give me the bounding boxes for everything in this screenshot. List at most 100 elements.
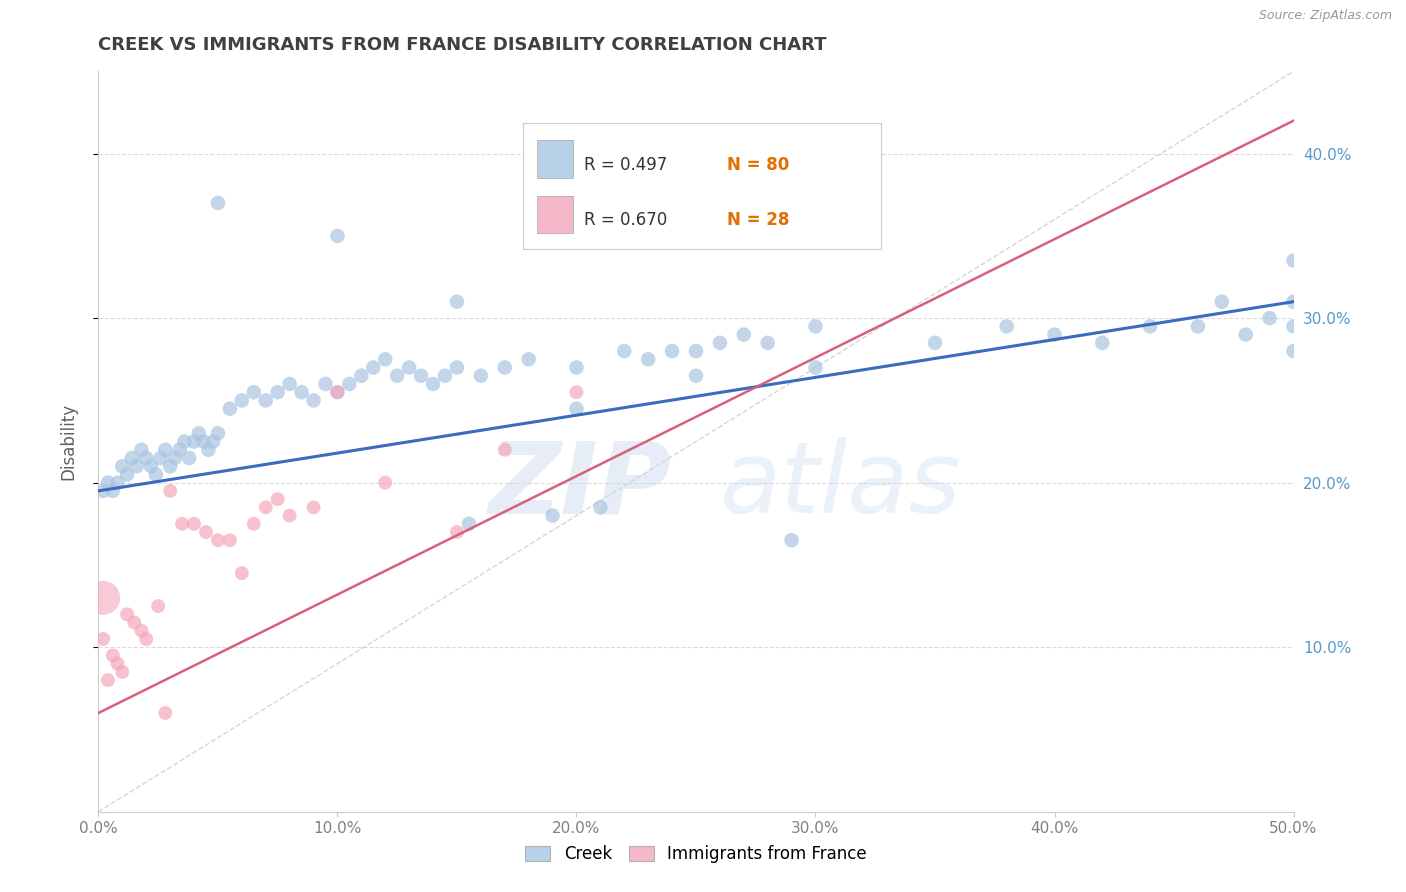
- Point: [131, 442, 153, 457]
- Point: [254, 500, 277, 515]
- Point: [169, 442, 191, 457]
- Text: ZIP: ZIP: [489, 437, 672, 534]
- Point: [107, 475, 129, 490]
- Point: [565, 360, 588, 375]
- Point: [613, 344, 636, 359]
- Point: [804, 319, 827, 334]
- Point: [517, 352, 540, 367]
- Point: [97, 673, 120, 687]
- Point: [494, 360, 516, 375]
- Point: [115, 467, 138, 482]
- Point: [398, 360, 420, 375]
- Point: [183, 434, 205, 449]
- Point: [243, 516, 266, 531]
- Point: [187, 426, 209, 441]
- Point: [179, 450, 201, 465]
- Point: [385, 368, 409, 383]
- Point: [267, 492, 290, 507]
- Point: [446, 294, 468, 309]
- Point: [149, 450, 172, 465]
- Point: [125, 459, 148, 474]
- Point: [207, 196, 229, 211]
- Point: [183, 516, 205, 531]
- Point: [115, 607, 138, 622]
- Legend: Creek, Immigrants from France: Creek, Immigrants from France: [519, 838, 873, 870]
- Point: [148, 599, 170, 613]
- Point: [709, 335, 731, 350]
- Point: [121, 450, 143, 465]
- Point: [411, 368, 433, 383]
- Point: [1234, 327, 1257, 342]
- Point: [363, 360, 385, 375]
- Point: [458, 516, 481, 531]
- Point: [172, 516, 194, 531]
- Point: [685, 344, 707, 359]
- Point: [494, 442, 516, 457]
- Point: [219, 401, 242, 416]
- Point: [733, 327, 755, 342]
- Point: [173, 434, 195, 449]
- Point: [804, 360, 827, 375]
- Point: [243, 385, 266, 400]
- Point: [326, 385, 349, 400]
- Point: [139, 459, 162, 474]
- Point: [326, 228, 349, 243]
- Point: [207, 533, 229, 548]
- Point: [685, 368, 707, 383]
- Point: [1187, 319, 1209, 334]
- Point: [422, 376, 444, 391]
- Point: [207, 426, 229, 441]
- Point: [135, 632, 157, 646]
- Point: [101, 483, 124, 498]
- Point: [1139, 319, 1161, 334]
- Point: [589, 500, 612, 515]
- Point: [111, 459, 134, 474]
- Point: [446, 524, 468, 539]
- Point: [434, 368, 457, 383]
- Point: [124, 615, 146, 630]
- Point: [197, 442, 219, 457]
- Point: [155, 442, 177, 457]
- Point: [111, 665, 134, 679]
- Point: [159, 483, 181, 498]
- Point: [1282, 294, 1305, 309]
- Point: [541, 508, 564, 523]
- Point: [163, 450, 186, 465]
- Text: CREEK VS IMMIGRANTS FROM FRANCE DISABILITY CORRELATION CHART: CREEK VS IMMIGRANTS FROM FRANCE DISABILI…: [98, 36, 827, 54]
- Point: [1282, 319, 1305, 334]
- Point: [1091, 335, 1114, 350]
- Point: [195, 524, 218, 539]
- Point: [1211, 294, 1233, 309]
- Point: [267, 385, 290, 400]
- Point: [302, 500, 325, 515]
- Point: [924, 335, 946, 350]
- Point: [661, 344, 683, 359]
- Point: [219, 533, 242, 548]
- Point: [91, 591, 114, 605]
- Point: [339, 376, 361, 391]
- Point: [135, 450, 157, 465]
- Point: [145, 467, 167, 482]
- Point: [278, 376, 301, 391]
- Point: [780, 533, 803, 548]
- Point: [326, 385, 349, 400]
- Point: [315, 376, 337, 391]
- Point: [1282, 344, 1305, 359]
- Point: [302, 393, 325, 408]
- Point: [254, 393, 277, 408]
- Point: [470, 368, 492, 383]
- Point: [1282, 253, 1305, 268]
- Point: [350, 368, 373, 383]
- Point: [107, 657, 129, 671]
- Point: [159, 459, 181, 474]
- Point: [101, 648, 124, 663]
- Point: [193, 434, 215, 449]
- Point: [1043, 327, 1066, 342]
- Point: [565, 401, 588, 416]
- Point: [91, 483, 114, 498]
- Point: [97, 475, 120, 490]
- Point: [291, 385, 314, 400]
- Point: [278, 508, 301, 523]
- Text: Source: ZipAtlas.com: Source: ZipAtlas.com: [1258, 9, 1392, 22]
- Point: [374, 352, 396, 367]
